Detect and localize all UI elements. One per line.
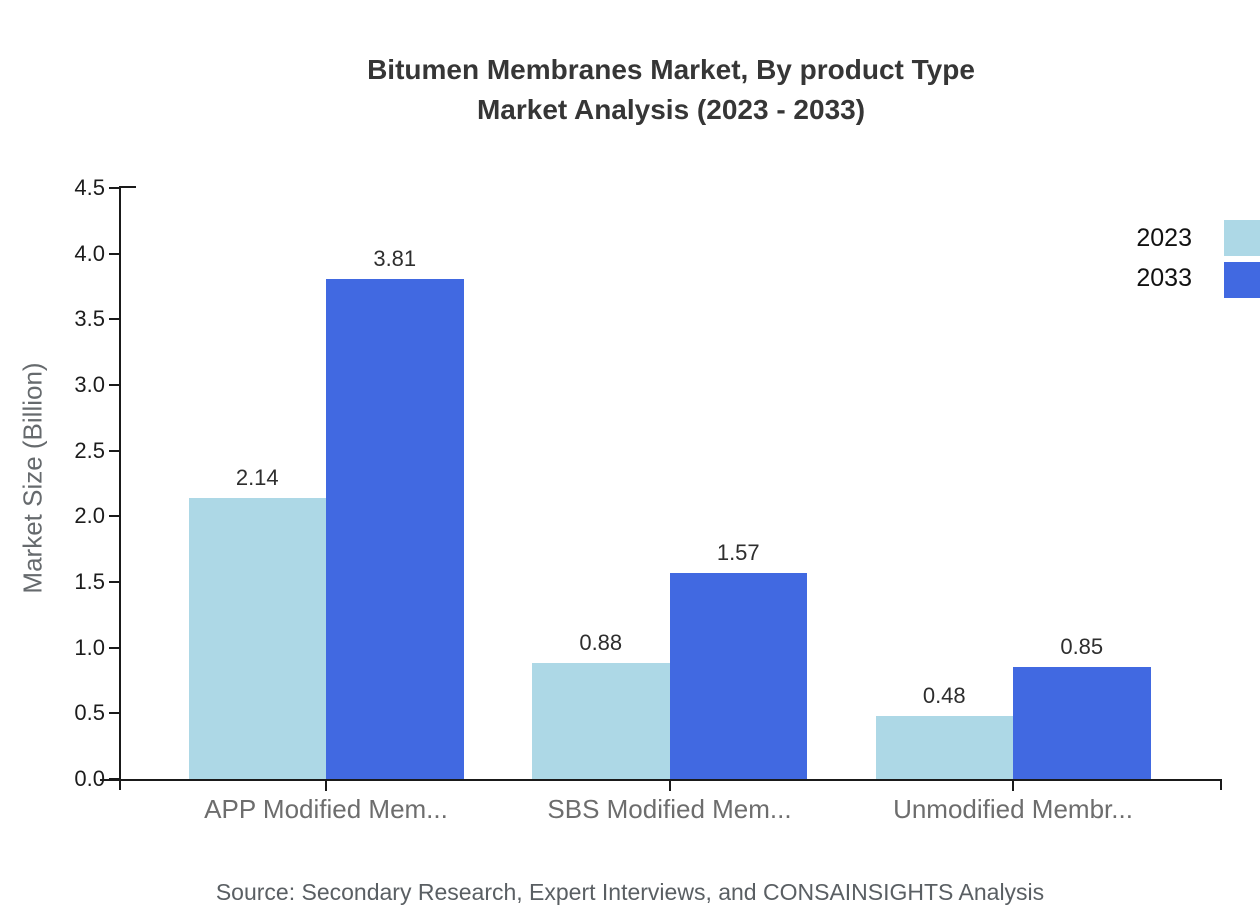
y-tick-label-4.0: 4.0 bbox=[74, 240, 105, 266]
value-label-2033-category-2: 1.57 bbox=[716, 539, 760, 565]
legend-swatch-2033 bbox=[1224, 262, 1260, 298]
y-tick-label-3.5: 3.5 bbox=[74, 306, 105, 332]
bar-2023-category-1 bbox=[188, 497, 326, 779]
value-label-2023-category-3: 0.48 bbox=[922, 682, 966, 708]
chart-title-line-1: Bitumen Membranes Market, By product Typ… bbox=[367, 54, 975, 85]
x-category-label-1: APP Modified Mem... bbox=[204, 794, 448, 824]
y-tick-label-2.0: 2.0 bbox=[74, 503, 105, 529]
y-axis-top-cap bbox=[119, 186, 136, 188]
y-tick-2.5 bbox=[109, 449, 121, 452]
x-axis-end-tick bbox=[1220, 779, 1222, 790]
y-tick-label-3.0: 3.0 bbox=[74, 372, 105, 397]
value-label-2033-category-1: 3.81 bbox=[373, 245, 417, 271]
bar-2033-category-1 bbox=[326, 278, 464, 779]
y-axis-spine bbox=[119, 186, 121, 790]
y-tick-label-0.0: 0.0 bbox=[74, 766, 105, 791]
y-tick-4.0 bbox=[109, 252, 121, 255]
y-tick-4.5 bbox=[109, 187, 121, 189]
x-tick-category-1 bbox=[325, 779, 327, 791]
value-label-2033-category-3: 0.85 bbox=[1060, 634, 1104, 660]
y-tick-0.0 bbox=[109, 778, 121, 780]
bar-2023-category-3 bbox=[875, 715, 1013, 779]
y-tick-2.0 bbox=[109, 515, 121, 518]
y-tick-1.0 bbox=[109, 646, 121, 649]
y-tick-label-2.5: 2.5 bbox=[74, 437, 105, 463]
value-label-2023-category-1: 2.14 bbox=[235, 464, 279, 490]
legend-swatch-2023 bbox=[1224, 220, 1260, 256]
y-tick-label-1.5: 1.5 bbox=[74, 569, 105, 594]
bar-2033-category-2 bbox=[669, 572, 807, 779]
bar-2023-category-2 bbox=[532, 663, 670, 779]
y-tick-0.5 bbox=[109, 712, 121, 715]
x-axis-line bbox=[100, 779, 1222, 781]
bar-2033-category-3 bbox=[1013, 667, 1151, 779]
y-tick-3.5 bbox=[109, 318, 121, 321]
x-category-label-3: Unmodified Membr... bbox=[893, 794, 1133, 824]
x-tick-category-2 bbox=[668, 779, 671, 791]
y-tick-label-1.0: 1.0 bbox=[74, 634, 105, 660]
value-label-2023-category-2: 0.88 bbox=[579, 630, 623, 656]
y-axis-title: Market Size (Billion) bbox=[17, 362, 48, 594]
y-tick-3.0 bbox=[109, 384, 121, 386]
x-category-label-2: SBS Modified Mem... bbox=[547, 794, 792, 824]
x-tick-category-3 bbox=[1012, 779, 1014, 791]
legend-label-2023: 2023 bbox=[1136, 224, 1192, 252]
y-tick-1.5 bbox=[109, 581, 121, 583]
y-tick-label-4.5: 4.5 bbox=[74, 175, 105, 200]
legend-label-2033: 2033 bbox=[1136, 264, 1192, 292]
chart-title-line-2: Market Analysis (2023 - 2033) bbox=[476, 94, 866, 125]
y-tick-label-0.5: 0.5 bbox=[74, 700, 105, 726]
source-note: Source: Secondary Research, Expert Inter… bbox=[215, 879, 1045, 905]
